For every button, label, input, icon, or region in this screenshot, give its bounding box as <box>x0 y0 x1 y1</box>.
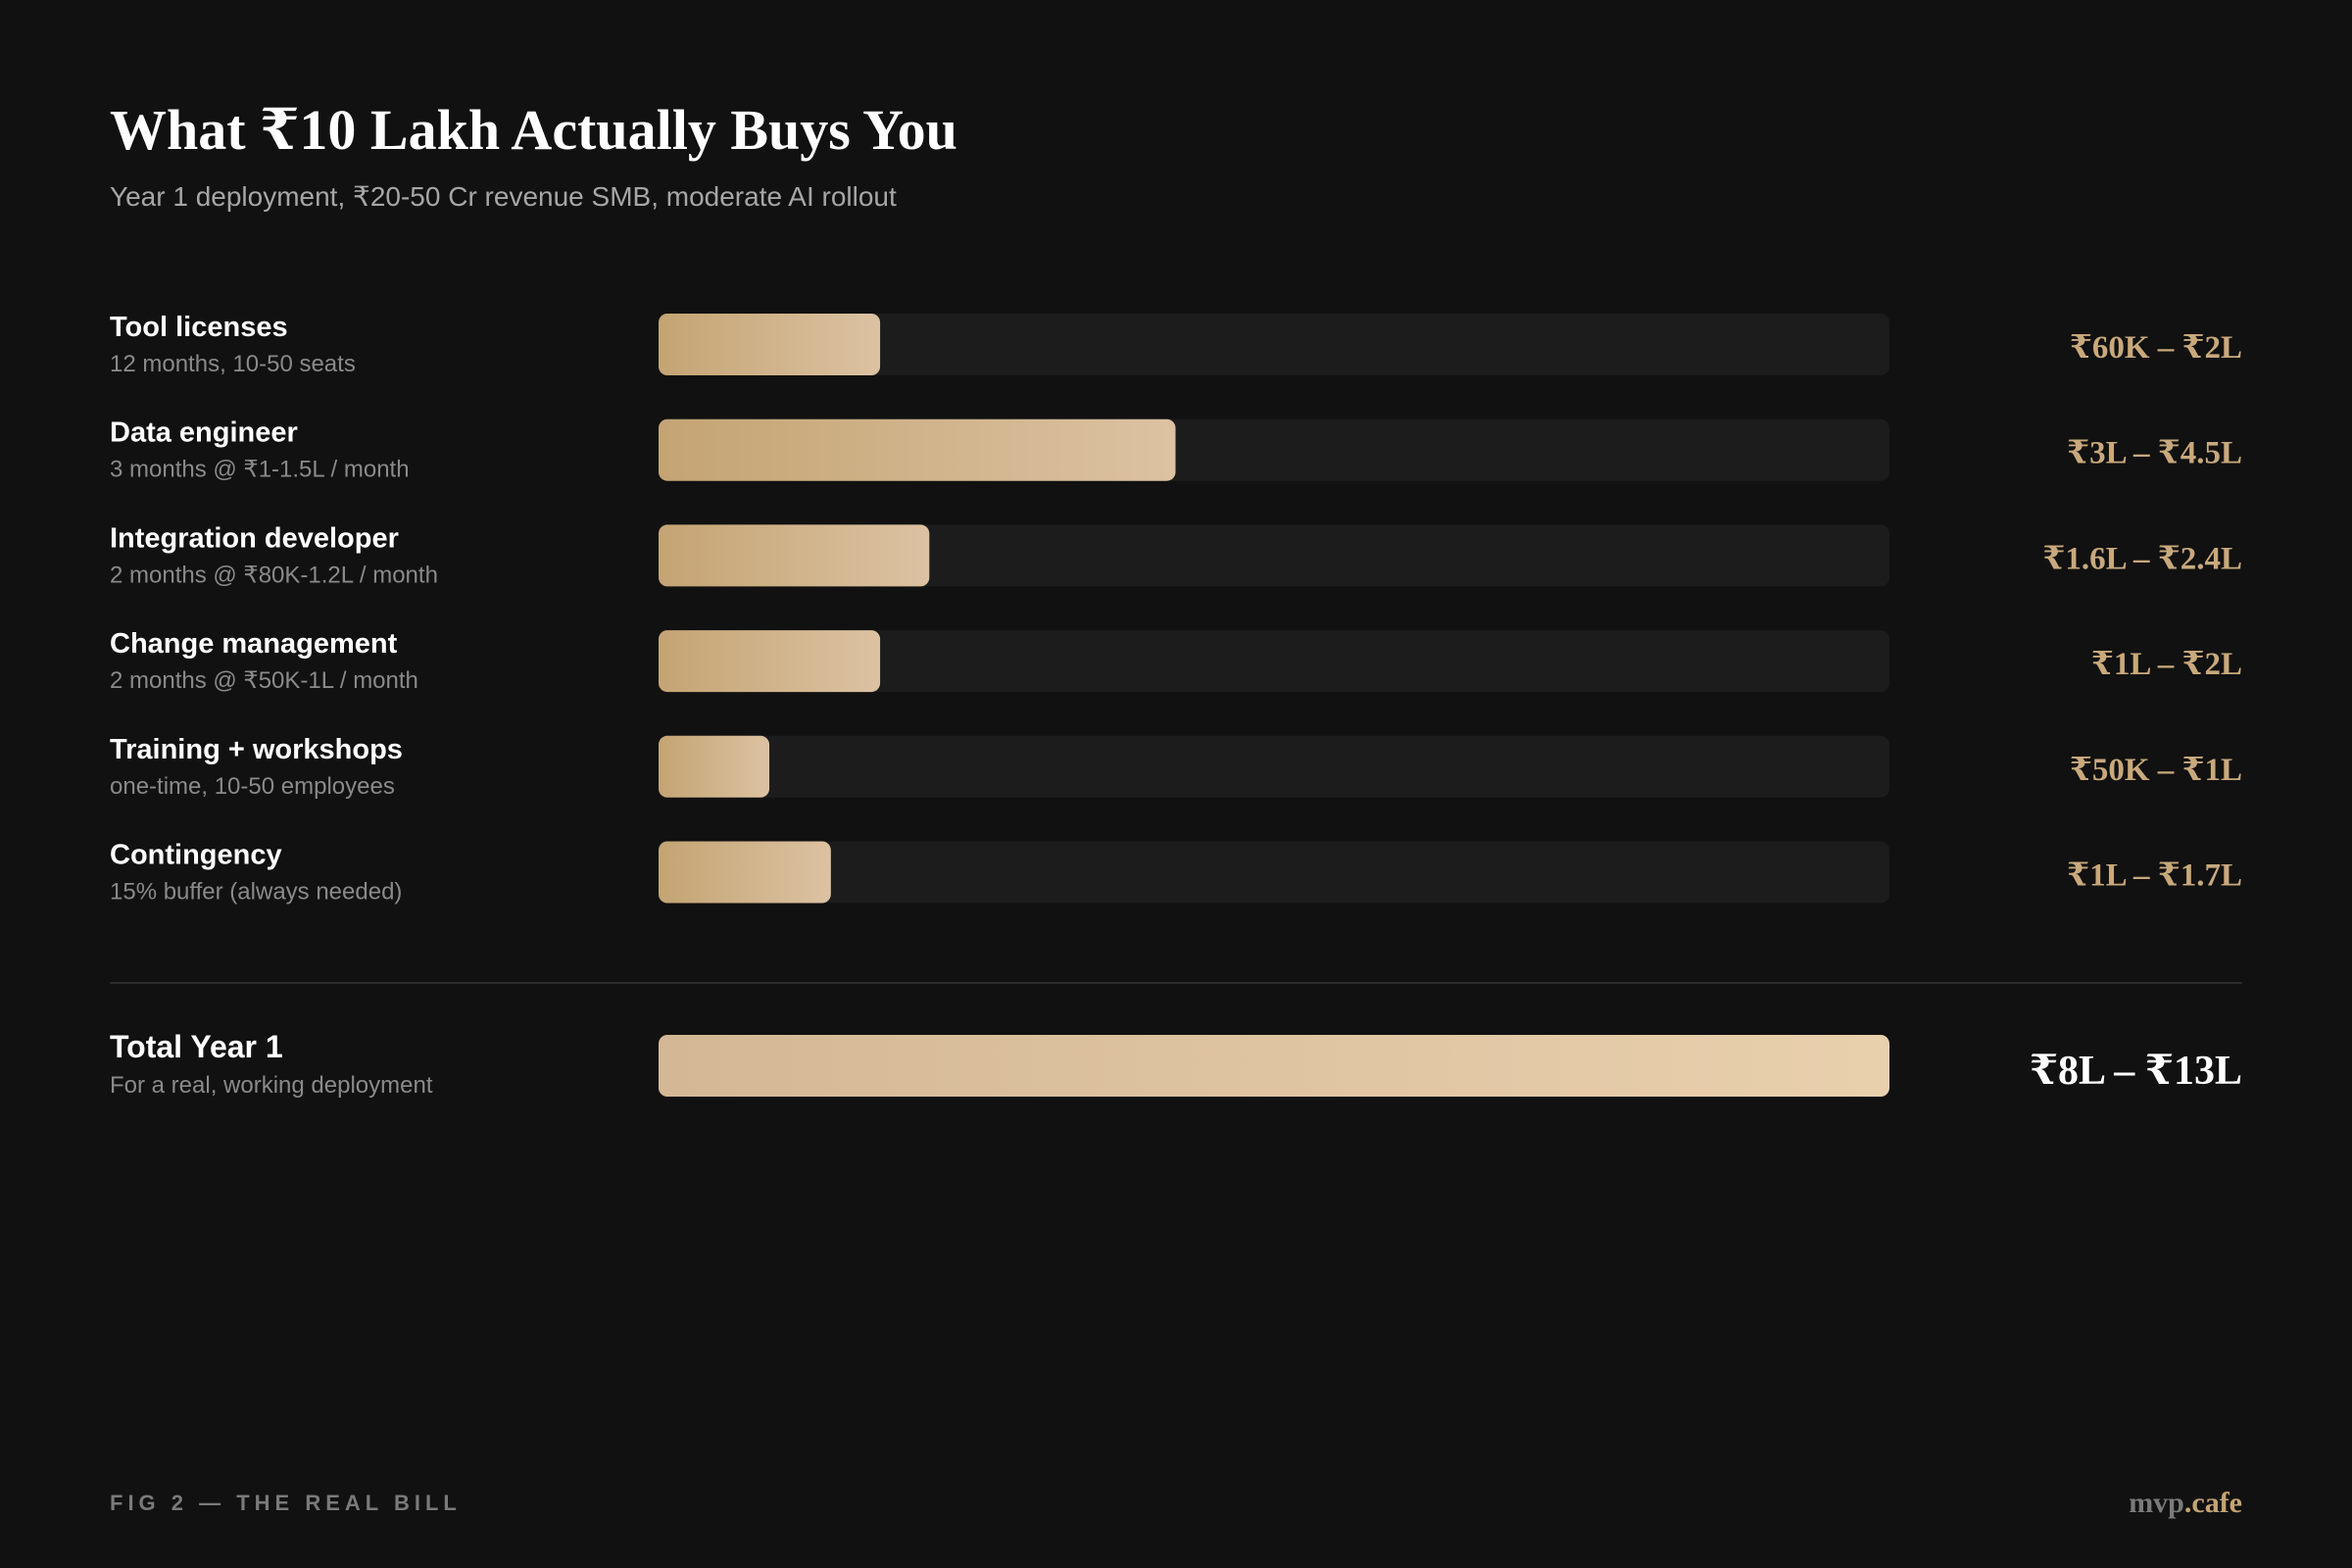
row-label: Tool licenses <box>110 312 288 343</box>
brand-name: mvp <box>2129 1487 2184 1519</box>
bar-track <box>659 524 1889 587</box>
range-label: ₹1.6L – ₹2.4L <box>2042 541 2242 576</box>
chart-subtitle: Year 1 deployment, ₹20-50 Cr revenue SMB… <box>110 181 897 212</box>
bar <box>659 418 1176 481</box>
range-label: ₹8L – ₹13L <box>2030 1049 2242 1094</box>
bar-track <box>659 841 1889 904</box>
row-label: Total Year 1 <box>110 1029 283 1064</box>
range-label: ₹3L – ₹4.5L <box>2067 436 2242 471</box>
row-detail: one-time, 10-50 employees <box>110 773 395 800</box>
bar-track <box>659 735 1889 798</box>
bar <box>659 630 881 693</box>
bar <box>659 735 770 798</box>
row-label: Integration developer <box>110 522 399 554</box>
bar <box>659 841 831 904</box>
footer: FIG 2 — THE REAL BILL <box>110 1491 462 1515</box>
bar <box>659 524 930 587</box>
row-label: Data engineer <box>110 417 298 449</box>
brand-suffix: .cafe <box>2184 1487 2242 1519</box>
range-label: ₹1L – ₹2L <box>2091 647 2242 682</box>
bar-track <box>659 314 1889 375</box>
bar-track <box>659 630 1889 693</box>
bar <box>659 314 881 375</box>
bar <box>659 1035 1889 1097</box>
row-label: Contingency <box>110 840 282 871</box>
row-detail: 15% buffer (always needed) <box>110 879 402 906</box>
row-detail: 12 months, 10-50 seats <box>110 351 356 377</box>
row-detail: 2 months @ ₹50K-1L / month <box>110 667 418 694</box>
brand: mvp.cafe <box>2129 1487 2242 1519</box>
row-label: Training + workshops <box>110 734 403 765</box>
chart-title: What ₹10 Lakh Actually Buys You <box>110 98 957 162</box>
range-label: ₹50K – ₹1L <box>2070 753 2242 788</box>
range-label: ₹60K – ₹2L <box>2070 330 2242 366</box>
range-label: ₹1L – ₹1.7L <box>2067 858 2242 894</box>
row-detail: 3 months @ ₹1-1.5L / month <box>110 457 410 483</box>
row-detail: For a real, working deployment <box>110 1072 433 1099</box>
row-detail: 2 months @ ₹80K-1.2L / month <box>110 562 438 588</box>
row-label: Change management <box>110 628 398 660</box>
